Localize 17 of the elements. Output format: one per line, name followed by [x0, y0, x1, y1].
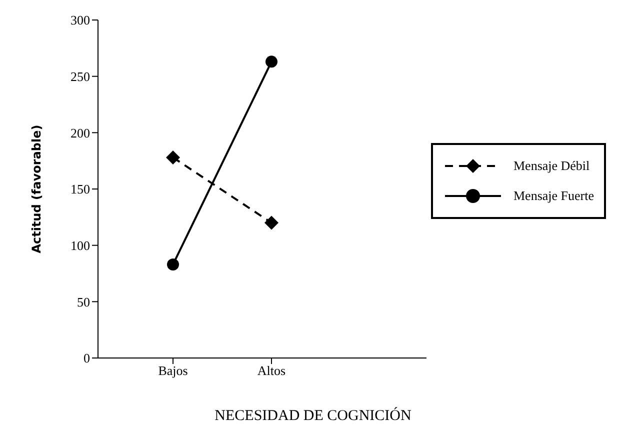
y-tick-label: 250: [70, 68, 90, 84]
y-tick-label: 100: [70, 238, 90, 253]
point: [166, 150, 180, 164]
y-tick-label: 50: [77, 294, 90, 310]
x-tick-label: Altos: [257, 363, 286, 378]
x-axis-title: NECESIDAD DE COGNICIÓN: [214, 408, 412, 425]
legend-label: Mensaje Fuerte: [513, 188, 594, 204]
x-tick-label: Bajos: [158, 363, 188, 378]
y-tick-label: 300: [70, 12, 90, 28]
point: [265, 56, 278, 68]
y-tick-label: 150: [70, 182, 90, 197]
legend-label: Mensaje Débil: [513, 158, 590, 174]
y-tick-label: 200: [70, 125, 90, 140]
y-tick-label: 0: [84, 350, 90, 366]
point: [167, 258, 179, 270]
y-axis-title: Actitud (favorable): [29, 124, 44, 254]
point: [264, 216, 278, 230]
